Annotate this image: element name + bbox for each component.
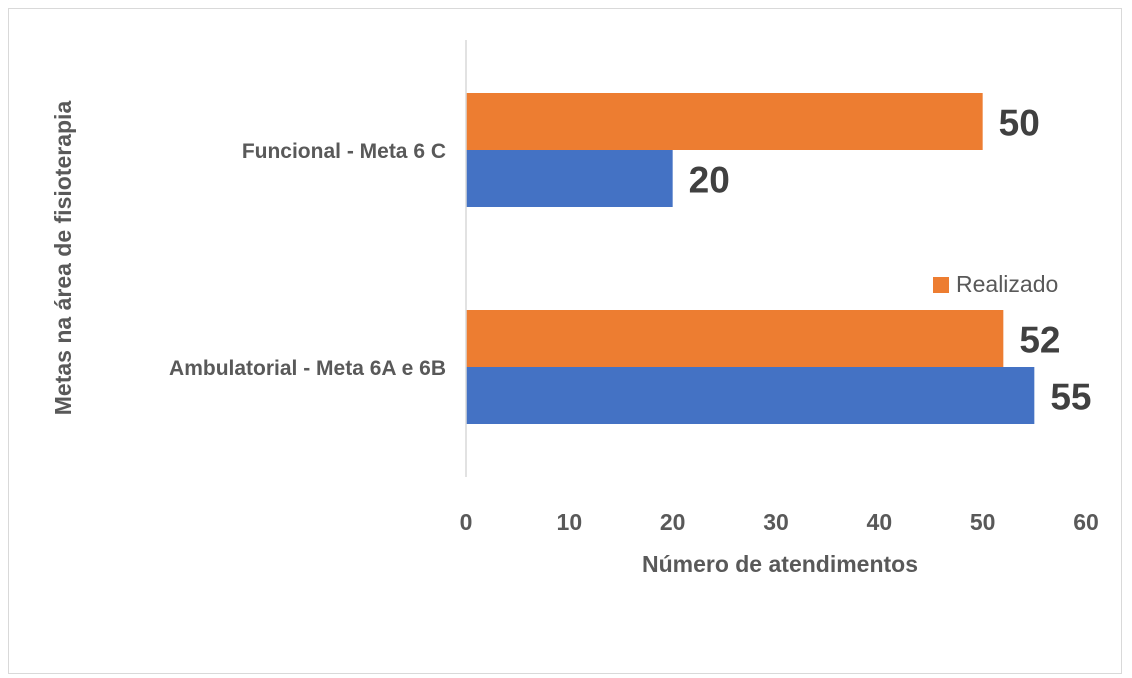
x-axis-title: Número de atendimentos [642,551,918,577]
category-label-0: Ambulatorial - Meta 6A e 6B [169,357,446,380]
x-tick-label-30: 30 [763,509,789,535]
data-labels: 55 52 20 50 [689,103,1092,418]
category-label-1: Funcional - Meta 6 C [242,140,446,163]
x-tick-label-60: 60 [1073,509,1099,535]
data-label-realizado-1: 50 [999,103,1040,144]
data-label-series-1-1: 20 [689,160,730,201]
x-tick-label-40: 40 [867,509,893,535]
x-tick-label-0: 0 [460,509,473,535]
x-tick-label-10: 10 [557,509,583,535]
data-label-series-1-0: 55 [1050,377,1091,418]
x-tick-label-20: 20 [660,509,686,535]
legend: Realizado [933,271,1058,297]
bar-series-1-1 [466,150,673,207]
bar-realizado-0 [466,310,1004,367]
x-tick-label-50: 50 [970,509,996,535]
bar-realizado-1 [466,93,983,150]
bar-series-1-0 [466,367,1035,424]
category-labels: Ambulatorial - Meta 6A e 6B Funcional - M… [169,140,446,380]
bars-layer [466,93,1035,424]
legend-swatch-realizado [933,277,949,293]
data-label-realizado-0: 52 [1019,320,1060,361]
x-tick-labels: 0 10 20 30 40 50 60 [460,509,1099,535]
y-axis-title: Metas na área de fisioterapia [50,101,76,416]
legend-label-realizado: Realizado [956,271,1058,297]
